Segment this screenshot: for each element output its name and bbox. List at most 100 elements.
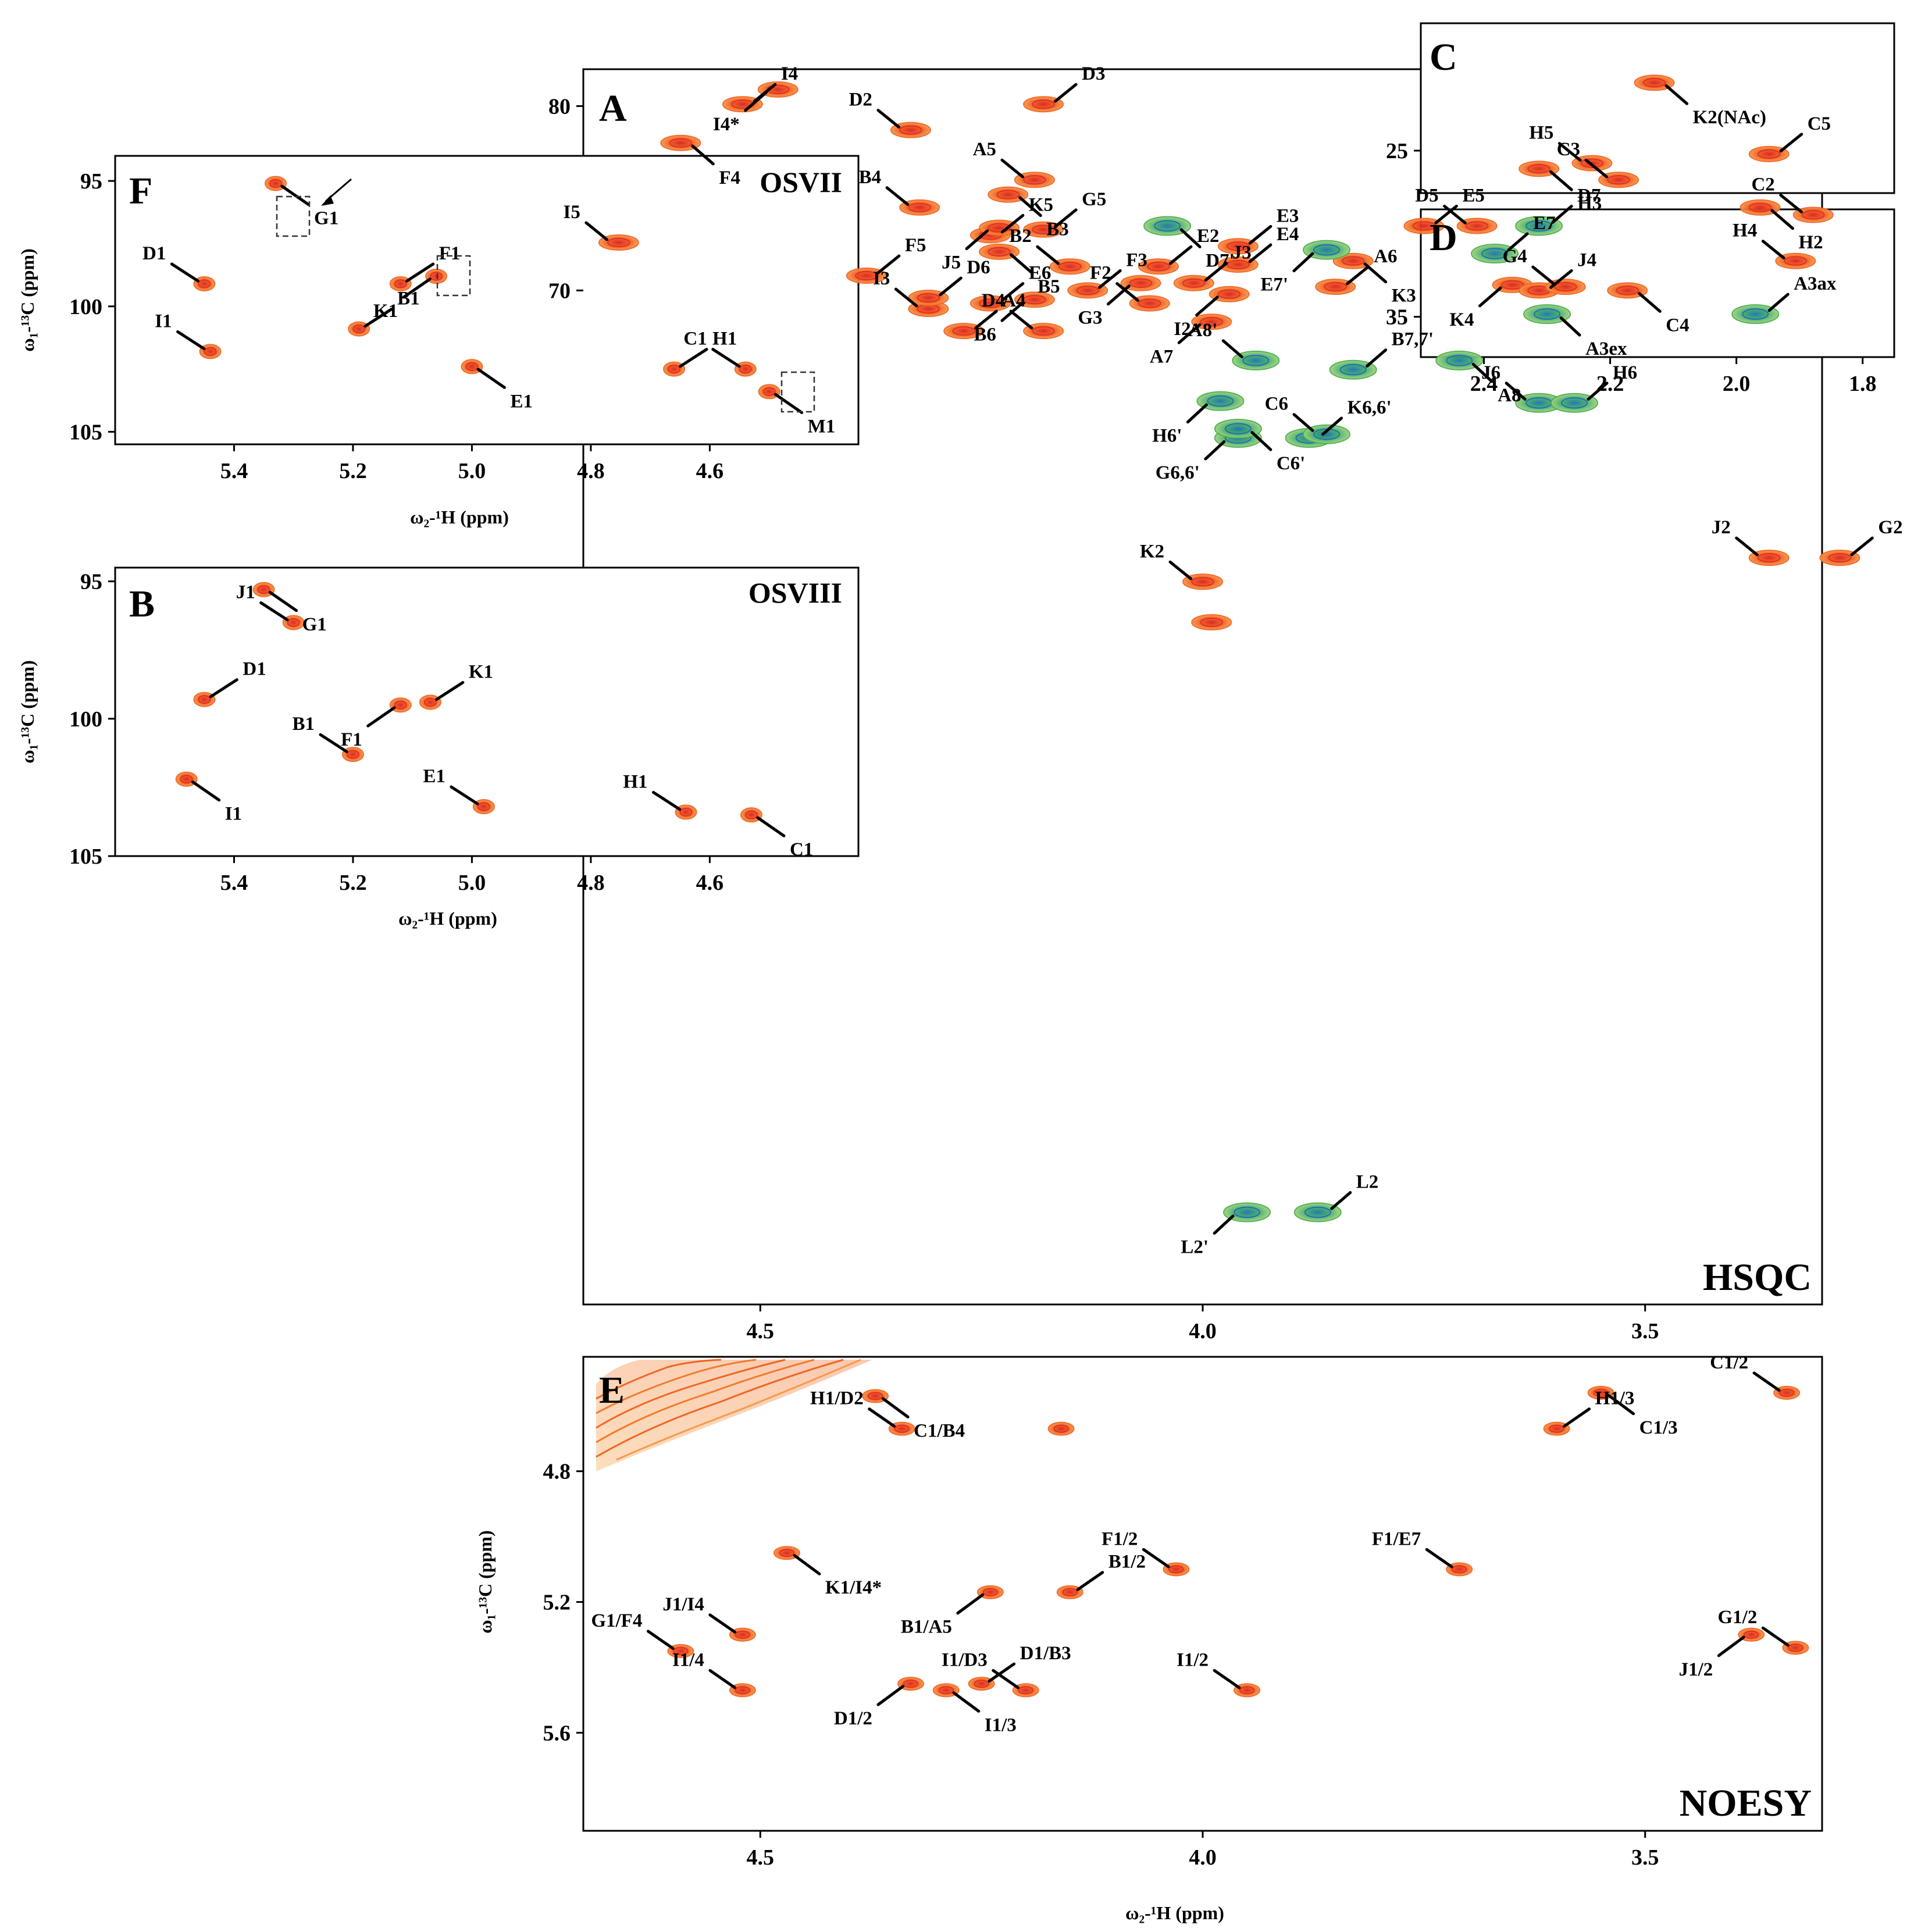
peak-a-h2 [1740,199,1781,216]
leader-line [1107,284,1131,306]
panel-F-ylabel: ω₁-¹³C (ppm) [17,248,38,352]
peak-d-a3ex [1523,304,1571,325]
peak-label: D5 [1415,185,1438,206]
x-tick-label: 2.2 [1596,372,1624,396]
leader-line [652,790,682,811]
x-tick-label: 2.0 [1723,372,1751,396]
y-tick-label: 105 [69,420,102,444]
leader-line [1054,83,1078,103]
peak-label: G5 [1082,189,1106,210]
leader-line [1168,560,1193,580]
leader-line [402,277,432,299]
peak-a-a6 [1315,279,1356,295]
peak-label: I2 [1174,319,1190,340]
leader-line [1664,84,1689,105]
leader-line [756,816,786,837]
peak-label: D3 [1082,63,1105,84]
peak-label: K6,6' [1348,397,1392,418]
y-tick-label: 95 [80,570,102,594]
peak-label: G3 [1078,308,1102,329]
leader-line [1587,382,1609,401]
leader-line [405,262,435,283]
peak-label: G1/F4 [591,1610,642,1631]
peak-a-e6 [969,295,1011,312]
peak-a-f4 [660,134,701,151]
peak-label: M1 [808,416,836,437]
leader-line [774,393,804,414]
x-tick-label: 4.0 [1189,1319,1217,1343]
m1-highlight-box [780,371,815,413]
leader-line [1000,158,1025,179]
peak-d-a3ax [1731,304,1780,325]
peak-a-h3 [1519,161,1560,177]
peak-label: D1 [243,659,266,680]
peak-label: I5 [564,202,580,223]
peak-label: K2 [1140,541,1164,562]
leader-line [268,591,298,612]
panel-B-frame [114,566,860,857]
x-tick-label: 5.0 [458,459,486,483]
y-tick-label: 80 [548,94,571,119]
peak-label: E1 [423,766,445,787]
leader-line [1505,382,1527,401]
peak-label: F1/E7 [1372,1528,1421,1549]
peak-label: C1 [683,329,707,350]
leader-line [1115,282,1139,302]
peak-a-c4 [1607,282,1648,299]
leader-line [988,1662,1016,1683]
peak-label: C6 [1265,394,1288,415]
peak-label: E2 [1197,226,1220,247]
panel-B-letter: B [129,583,155,625]
leader-line [366,706,396,728]
leader-line [952,1691,981,1713]
peak-label: K2(NAc) [1693,107,1766,128]
x-tick-label: 1.8 [1849,372,1877,396]
peak-label: I1 [155,311,172,331]
y-tick-label: 5.2 [543,1591,571,1615]
peak-label: J5 [942,252,961,273]
leader-line [1168,245,1193,265]
arrowhead-icon [321,195,334,206]
peak-label: B1 [397,288,420,309]
x-tick-label: 4.8 [577,871,605,895]
leader-line [1584,158,1609,179]
peak-label: H1/3 [1595,1388,1635,1409]
panel-E-frame [582,1356,1823,1832]
peak-label: D6 [967,257,990,278]
peak-a-d7 [1515,216,1563,236]
peak-a-d4 [1023,323,1064,340]
leader-line [450,785,479,805]
leader-line [1717,1635,1745,1657]
peak-a-e3 [1217,238,1259,255]
panel-B-xlabel: ω₂-¹H (ppm) [398,908,497,929]
x-tick-label: 5.4 [220,459,248,483]
noesy-diagonal-contours [596,1359,872,1471]
peak-a-e4 [1217,256,1259,273]
peak-a-j5 [979,219,1020,236]
peak-a-a4 [943,323,985,340]
peak-label: J2 [1712,517,1731,538]
leader-line [1221,339,1243,358]
peak-label: E5 [1462,185,1485,206]
leader-line [868,1407,896,1428]
peak-label: B6 [974,324,996,345]
leader-line [1179,228,1202,248]
peak-a-f3 [1067,282,1108,299]
leader-line [1248,224,1272,245]
peak-label: H1 [712,329,737,350]
leader-line [1779,133,1803,153]
leader-line [584,221,608,241]
peak-a-b3 [988,186,1029,203]
x-tick-label: 3.5 [1631,1319,1659,1343]
peak-label: B4 [859,167,882,188]
peak-label: G1 [314,208,338,229]
peak-a-b7-7 [1329,359,1377,380]
peak-label: D7' [1206,250,1235,271]
y-tick-label: 100 [69,707,102,732]
leader-line [1195,295,1219,317]
x-tick-label: 3.5 [1631,1845,1659,1870]
peak-a-d6 [908,290,949,306]
leader-line [1850,536,1874,557]
peak-label: B2 [1009,226,1032,247]
x-tick-label: 5.2 [339,871,367,895]
